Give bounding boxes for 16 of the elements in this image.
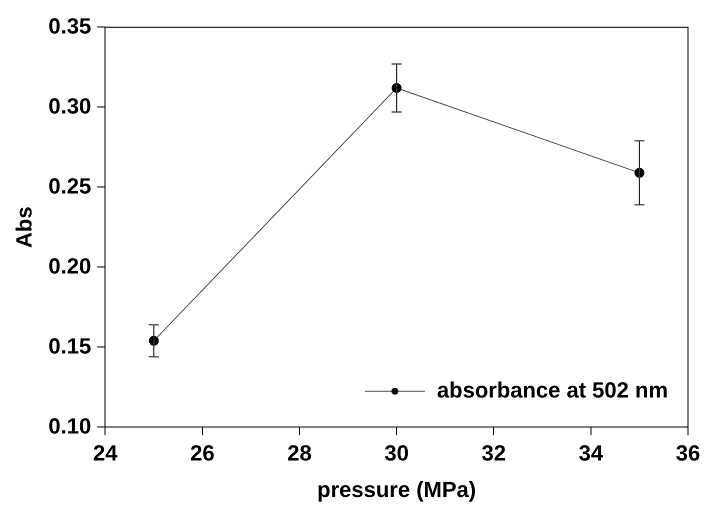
x-tick-label: 32 [481,440,506,466]
x-tick-label: 30 [384,440,409,466]
x-axis-title: pressure (MPa) [317,476,476,502]
y-tick-label: 0.20 [48,253,92,278]
legend-label: absorbance at 502 nm [436,377,668,402]
y-tick-label: 0.15 [48,333,92,358]
y-tick-label: 0.25 [48,173,92,198]
y-tick-label: 0.10 [48,413,92,438]
y-tick-label: 0.35 [48,13,92,38]
x-tick-label: 28 [287,440,312,466]
x-tick-label: 26 [190,440,215,466]
x-tick-label: 34 [578,440,604,466]
y-tick-label: 0.30 [48,93,92,118]
x-tick-label: 36 [676,440,700,466]
y-axis-title: Abs [11,206,36,248]
x-tick-label: 24 [92,440,118,466]
